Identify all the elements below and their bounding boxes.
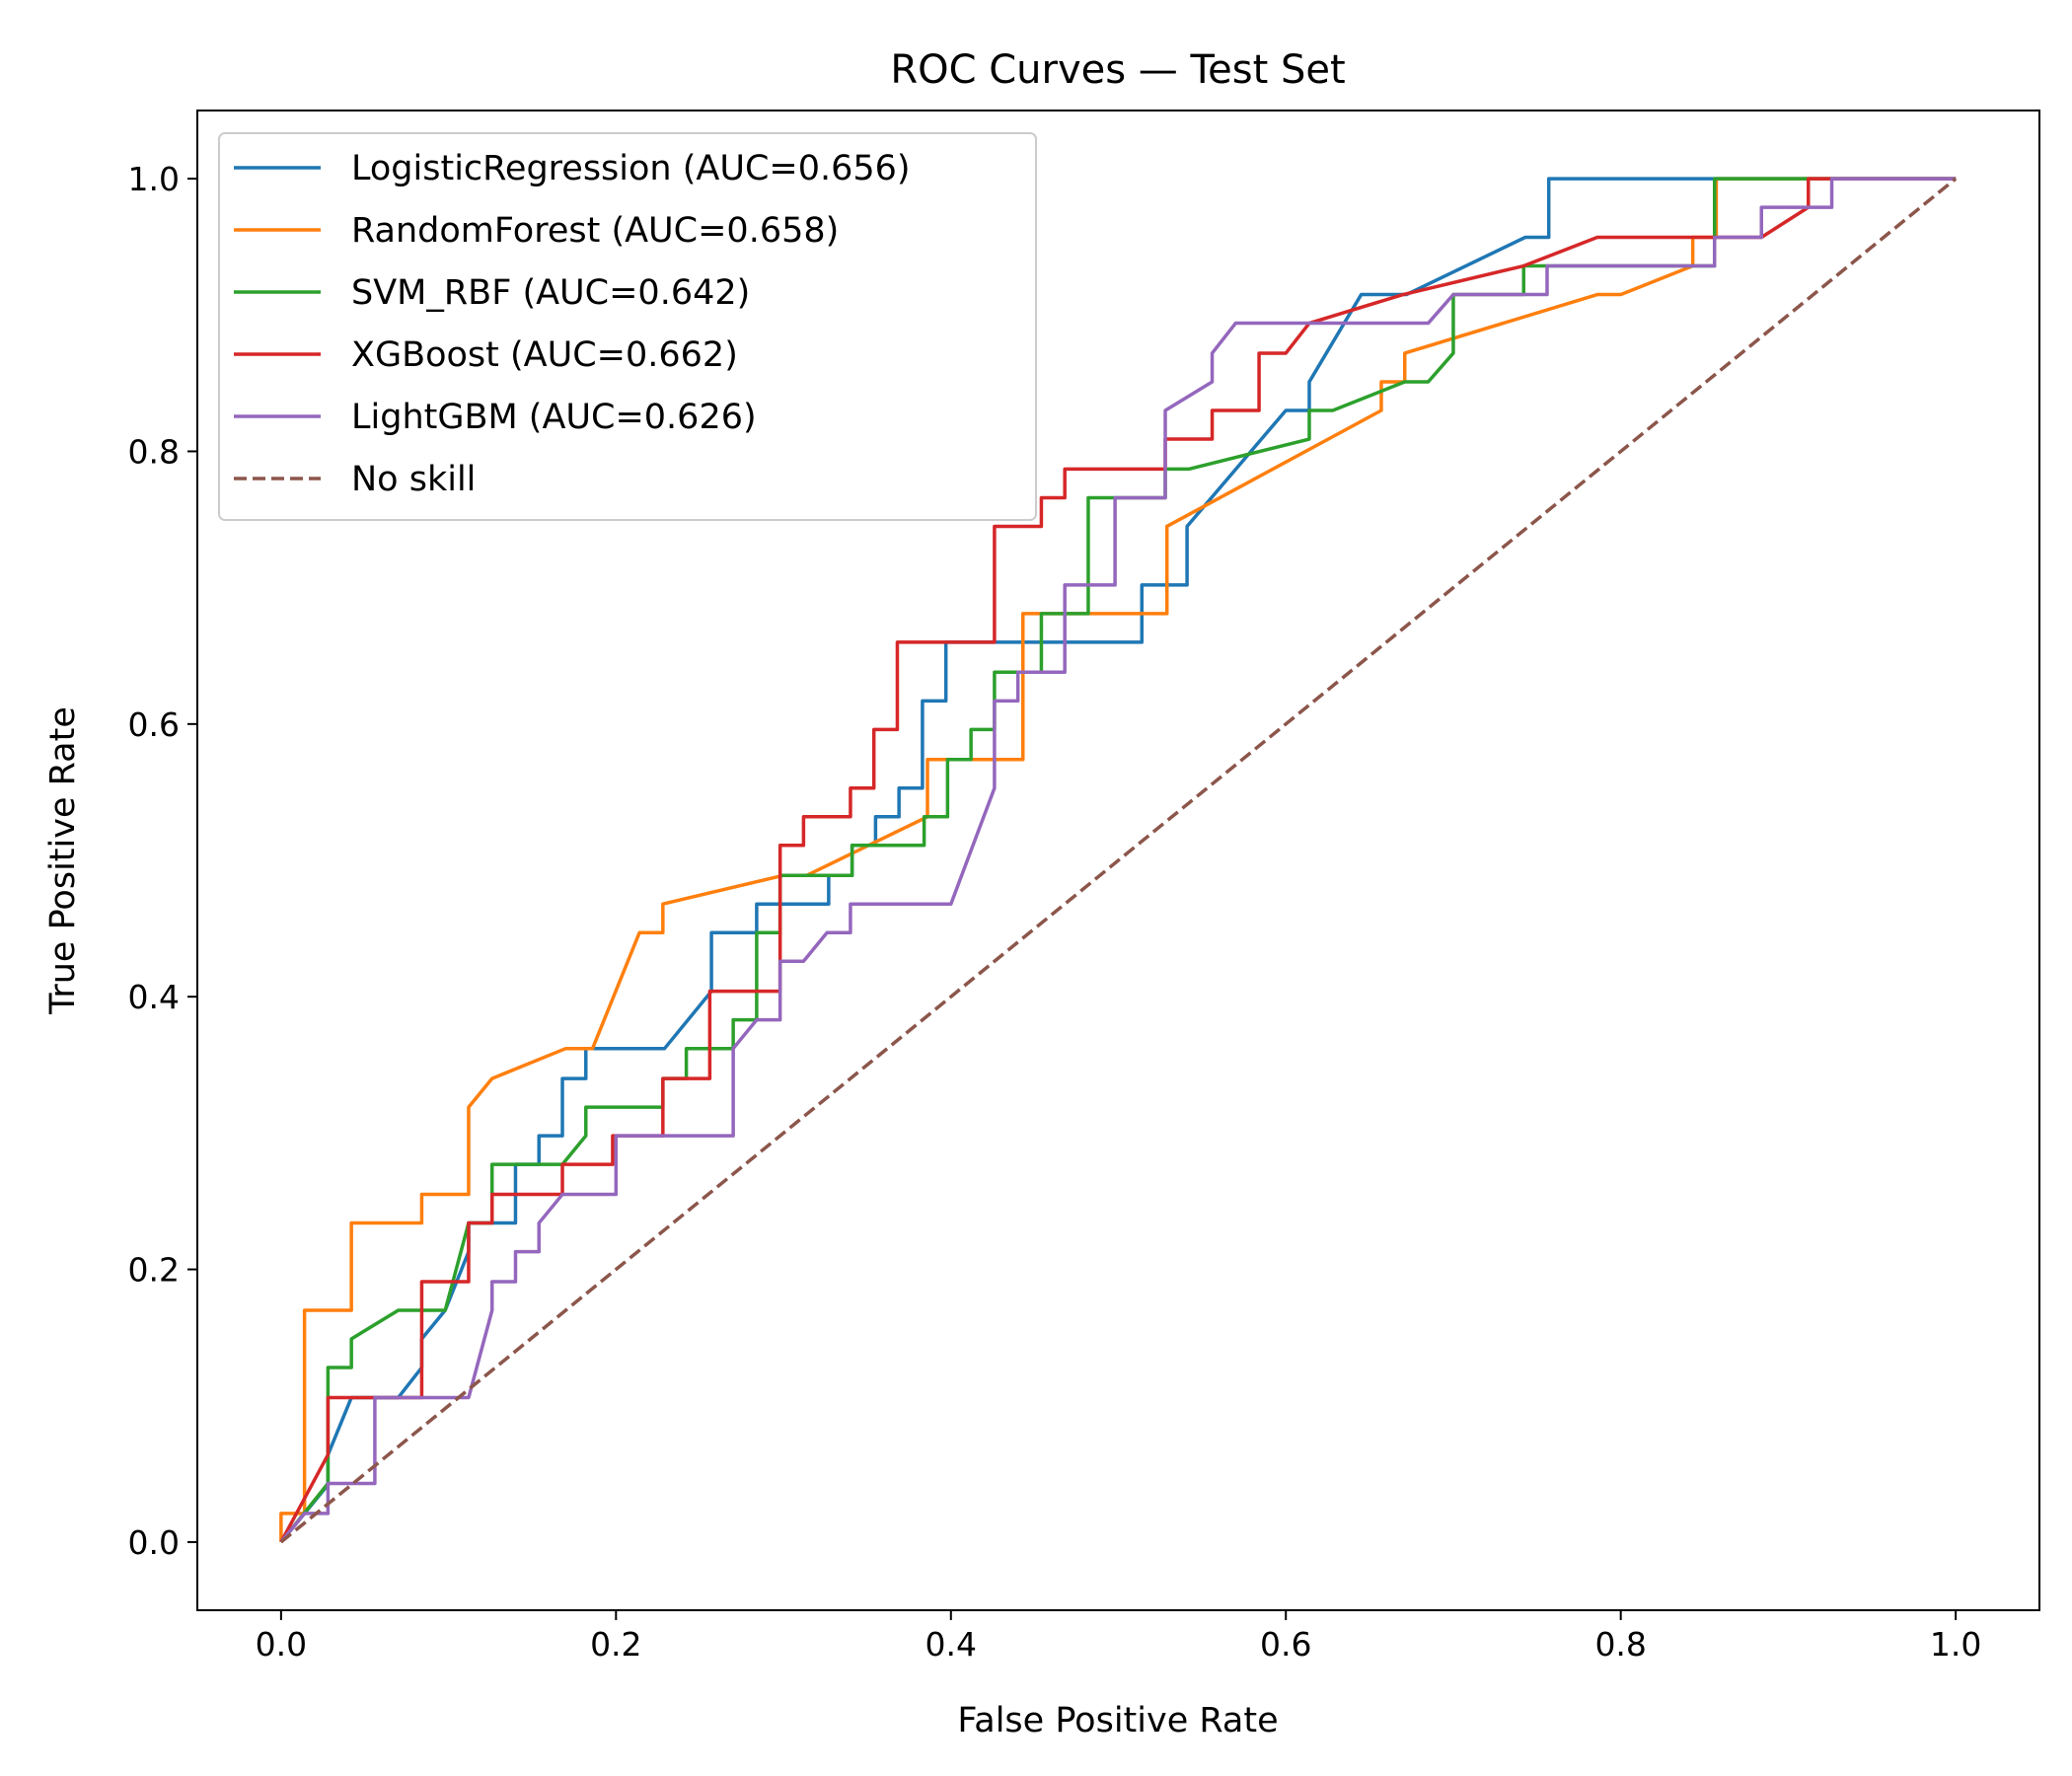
legend-label-5: No skill	[351, 460, 476, 499]
series-line-3	[279, 177, 1957, 1543]
series-layer	[279, 177, 1958, 1544]
chart-title: ROC Curves — Test Set	[890, 47, 1345, 93]
x-tick-label-3: 0.6	[1260, 1625, 1311, 1664]
y-tick-label-0: 0.0	[128, 1523, 180, 1562]
y-tick-label-4: 0.8	[128, 432, 180, 471]
legend-box	[218, 132, 1037, 521]
legend-label-1: RandomForest (AUC=0.658)	[351, 211, 839, 251]
y-tick-label-2: 0.4	[128, 978, 180, 1016]
x-axis-label: False Positive Rate	[957, 1701, 1278, 1740]
y-tick-label-5: 1.0	[128, 160, 180, 198]
x-tick-label-5: 1.0	[1930, 1625, 1981, 1664]
plot-frame	[196, 110, 2040, 1611]
series-line-5	[279, 177, 1958, 1544]
y-tick-label-1: 0.2	[128, 1251, 180, 1290]
x-tick-label-2: 0.4	[925, 1625, 977, 1664]
legend-label-3: XGBoost (AUC=0.662)	[351, 335, 738, 375]
x-tick-label-1: 0.2	[590, 1625, 641, 1664]
series-line-4	[279, 177, 1957, 1544]
y-tick-label-3: 0.6	[128, 705, 180, 744]
legend-label-0: LogisticRegression (AUC=0.656)	[351, 149, 911, 188]
legend: LogisticRegression (AUC=0.656) RandomFore…	[218, 132, 1037, 521]
y-axis-label: True Positive Rate	[43, 706, 83, 1015]
x-axis-ticks: 0.0 0.2 0.4 0.6 0.8 1.0	[256, 1610, 1981, 1664]
plot-area	[196, 110, 2040, 1611]
legend-items: LogisticRegression (AUC=0.656) RandomFore…	[234, 149, 911, 499]
legend-label-2: SVM_RBF (AUC=0.642)	[351, 273, 750, 313]
y-axis-ticks: 0.0 0.2 0.4 0.6 0.8 1.0	[128, 160, 197, 1562]
x-tick-label-4: 0.8	[1594, 1625, 1646, 1664]
legend-label-4: LightGBM (AUC=0.626)	[351, 398, 757, 437]
x-tick-label-0: 0.0	[256, 1625, 307, 1664]
